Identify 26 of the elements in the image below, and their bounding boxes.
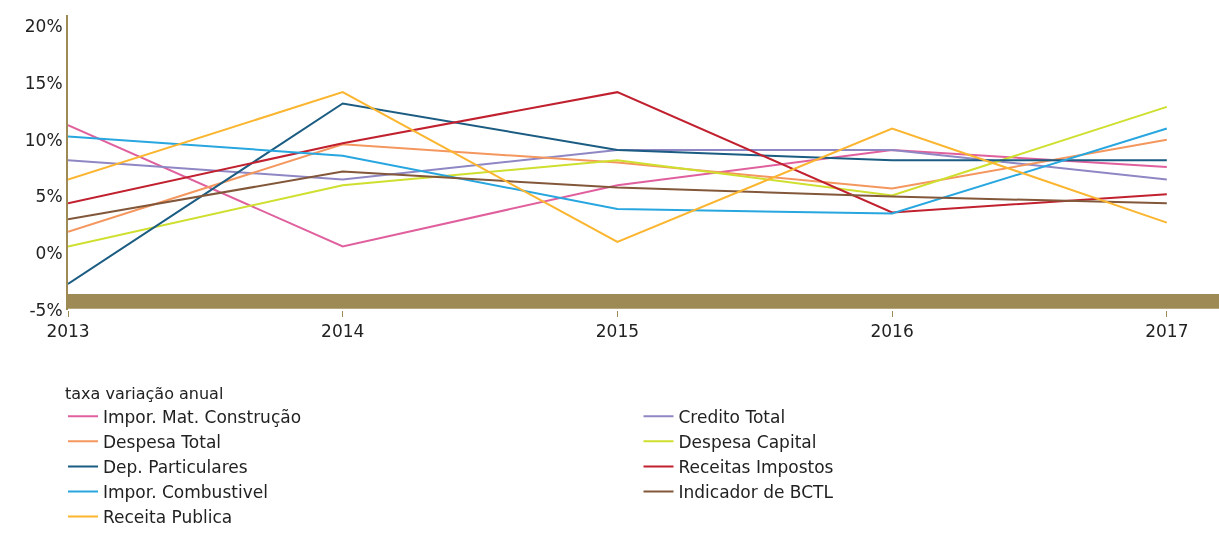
y-tick-label: 0% bbox=[35, 243, 63, 264]
x-tick-label: 2016 bbox=[870, 321, 914, 342]
legend-label: Despesa Capital bbox=[678, 431, 817, 452]
y-tick-label: 5% bbox=[35, 186, 63, 207]
x-tick-label: 2013 bbox=[46, 321, 90, 342]
x-tick-label: 2015 bbox=[595, 321, 640, 342]
y-tick-label: 20% bbox=[24, 16, 63, 37]
legend-title: taxa variação anual bbox=[65, 383, 224, 403]
line-series bbox=[68, 127, 1168, 215]
line-series bbox=[68, 91, 1168, 214]
legend-label: Receitas Impostos bbox=[678, 457, 834, 478]
y-tick-label: -5% bbox=[29, 299, 63, 320]
y-tick-label: 15% bbox=[24, 73, 63, 94]
legend-label: Impor. Combustivel bbox=[103, 482, 268, 503]
legend-label: Despesa Total bbox=[103, 431, 222, 452]
line-series bbox=[68, 170, 1168, 221]
line-series bbox=[68, 138, 1168, 233]
legend-label: Impor. Mat. Construção bbox=[103, 406, 302, 427]
legend-label: Indicador de BCTL bbox=[678, 482, 834, 503]
y-tick-label: 10% bbox=[24, 129, 63, 150]
line-series bbox=[68, 102, 1168, 285]
legend-label: Receita Publica bbox=[103, 507, 233, 528]
legend-label: Dep. Particulares bbox=[103, 457, 248, 478]
x-tick-label: 2014 bbox=[321, 321, 365, 342]
legend-label: Credito Total bbox=[678, 406, 786, 427]
x-tick-label: 2017 bbox=[1145, 321, 1189, 342]
